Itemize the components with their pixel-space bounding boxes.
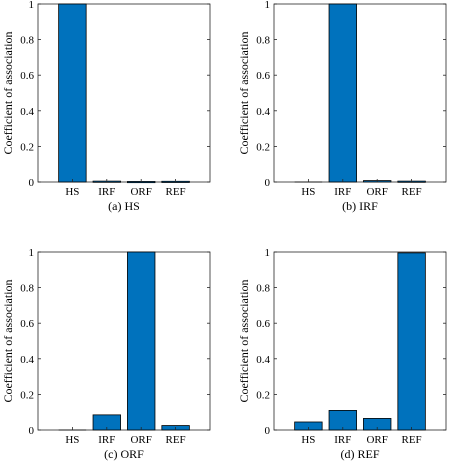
y-tick-label: 0.2 <box>20 389 34 401</box>
y-axis-label: Coefficient of association <box>237 279 251 402</box>
subplot-caption: (b) IRF <box>342 199 378 213</box>
y-tick-label: 0.6 <box>256 318 270 330</box>
y-tick-label: 0.8 <box>256 283 270 295</box>
y-tick-label: 0 <box>29 177 35 189</box>
y-tick-label: 0.8 <box>20 35 34 47</box>
x-tick-label: IRF <box>334 434 351 446</box>
y-tick-label: 0.6 <box>20 70 34 82</box>
y-tick-label: 0.8 <box>256 35 270 47</box>
x-tick-label: HS <box>65 434 79 446</box>
x-tick-label: IRF <box>98 186 115 198</box>
x-tick-label: REF <box>166 186 186 198</box>
bar-ref <box>397 252 426 431</box>
y-tick-label: 0.2 <box>256 389 270 401</box>
x-tick-label: REF <box>166 434 186 446</box>
x-tick-label: REF <box>402 434 422 446</box>
axes-box <box>37 251 211 431</box>
x-tick-label: IRF <box>334 186 351 198</box>
y-tick-label: 0.4 <box>20 106 34 118</box>
y-axis-label: Coefficient of association <box>1 279 15 402</box>
subplot-4: 0 0.2 0.4 0.6 0.8 1 HS IRF ORF REF Coefficient of … <box>237 247 447 461</box>
y-tick-label: 0 <box>265 177 271 189</box>
y-tick-label: 0.4 <box>20 354 34 366</box>
y-tick-label: 0.4 <box>256 354 270 366</box>
x-tick-label: ORF <box>366 434 387 446</box>
subplot-1: 0 0.2 0.4 0.6 0.8 1 HS IRF ORF REF Coefficient of … <box>1 0 211 213</box>
x-tick-label: ORF <box>366 186 387 198</box>
subplot-caption: (a) HS <box>108 199 140 213</box>
x-tick-label: ORF <box>130 434 151 446</box>
subplot-caption: (c) ORF <box>104 447 144 461</box>
y-tick-label: 1 <box>29 247 35 259</box>
subplot-3: 0 0.2 0.4 0.6 0.8 1 HS IRF ORF REF Coefficient of … <box>1 247 211 461</box>
y-tick-label: 0.6 <box>20 318 34 330</box>
subplot-caption: (d) REF <box>341 447 380 461</box>
x-tick-label: HS <box>301 434 315 446</box>
x-tick-label: ORF <box>130 186 151 198</box>
axes-box <box>273 3 447 183</box>
bar-irf <box>328 3 357 183</box>
y-tick-label: 0 <box>265 425 271 437</box>
subplot-2: 0 0.2 0.4 0.6 0.8 1 HS IRF ORF REF Coefficient of … <box>237 0 447 213</box>
x-tick-label: HS <box>301 186 315 198</box>
x-tick-label: IRF <box>98 434 115 446</box>
y-tick-label: 1 <box>29 0 35 11</box>
y-tick-label: 0.4 <box>256 106 270 118</box>
bar-orf <box>127 251 156 431</box>
y-tick-label: 0 <box>29 425 35 437</box>
y-tick-label: 0.2 <box>256 141 270 153</box>
y-tick-label: 0.8 <box>20 283 34 295</box>
bar-hs <box>58 3 87 183</box>
x-tick-label: HS <box>65 186 79 198</box>
y-tick-label: 1 <box>265 247 271 259</box>
y-tick-label: 0.6 <box>256 70 270 82</box>
x-tick-label: REF <box>402 186 422 198</box>
y-tick-label: 1 <box>265 0 271 11</box>
y-tick-label: 0.2 <box>20 141 34 153</box>
y-axis-label: Coefficient of association <box>1 31 15 154</box>
y-axis-label: Coefficient of association <box>237 31 251 154</box>
